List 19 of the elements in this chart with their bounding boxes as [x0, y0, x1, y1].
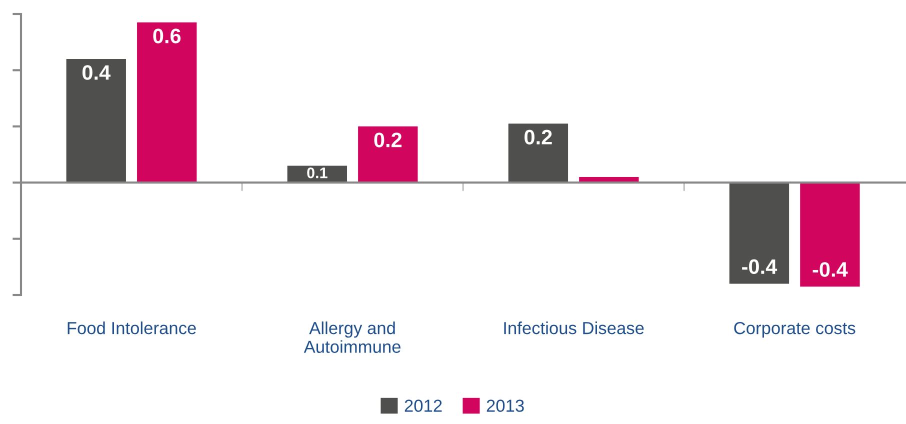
bar: [137, 22, 197, 183]
data-label: 0.4: [82, 65, 111, 80]
data-label: 0.1: [307, 167, 328, 178]
bar: [800, 182, 860, 287]
bar: [508, 124, 568, 183]
data-label: 0.6: [153, 28, 181, 44]
bar: [358, 126, 418, 183]
legend-label: 2013: [486, 400, 524, 412]
data-label: 0.2: [374, 132, 402, 148]
x-tick-label: Infectious Disease: [504, 321, 644, 334]
x-tick-label: Corporate costs: [734, 322, 856, 338]
x-tick-label: Food Intolerance: [68, 321, 196, 334]
bar: [66, 58, 126, 183]
legend-label: 2012: [404, 400, 442, 412]
data-label: -0.4: [742, 259, 778, 274]
data-label: -0.4: [812, 262, 848, 277]
data-label: 0.2: [524, 130, 552, 145]
x-tick-label: Allergy and Autoimmune: [304, 321, 400, 353]
bar: [729, 182, 790, 284]
